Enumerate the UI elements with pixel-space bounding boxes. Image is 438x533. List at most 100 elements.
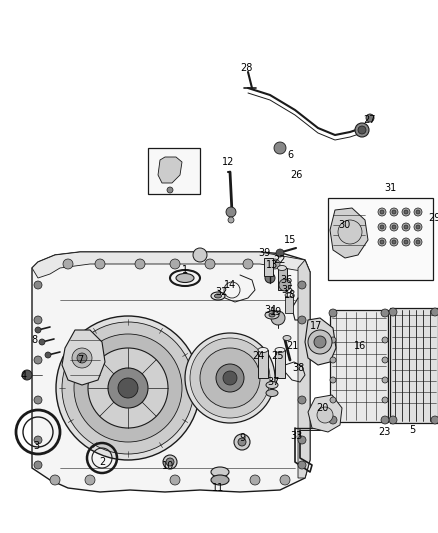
Circle shape [378,223,386,231]
Circle shape [404,225,408,229]
Ellipse shape [211,467,229,477]
Circle shape [223,371,237,385]
Ellipse shape [266,390,278,397]
Circle shape [298,396,306,404]
Text: 9: 9 [239,433,245,443]
Bar [258,350,268,378]
Circle shape [329,309,337,317]
Text: 21: 21 [286,341,298,351]
Circle shape [205,259,215,269]
Circle shape [390,208,398,216]
Circle shape [402,223,410,231]
Circle shape [402,208,410,216]
Circle shape [34,281,42,289]
Circle shape [250,475,260,485]
Text: 24: 24 [252,351,264,361]
Polygon shape [330,208,368,258]
Circle shape [34,436,42,444]
Circle shape [39,339,45,345]
Circle shape [431,308,438,316]
Text: 15: 15 [284,235,296,245]
Circle shape [366,114,374,122]
Bar [390,308,438,423]
Circle shape [330,357,336,363]
Polygon shape [308,395,342,432]
Circle shape [88,348,168,428]
Text: 39: 39 [258,248,270,258]
Circle shape [35,327,41,333]
Circle shape [390,238,398,246]
Polygon shape [298,260,310,478]
Circle shape [243,259,253,269]
Text: 8: 8 [31,335,37,345]
Circle shape [62,322,194,454]
Polygon shape [158,157,182,183]
Circle shape [45,352,51,358]
Circle shape [271,311,285,325]
Circle shape [382,357,388,363]
Bar [264,258,273,276]
Circle shape [378,238,386,246]
Circle shape [279,279,291,291]
Ellipse shape [176,273,194,282]
Circle shape [404,210,408,214]
Circle shape [50,475,60,485]
Circle shape [238,438,246,446]
Ellipse shape [258,348,268,352]
Circle shape [414,208,422,216]
Text: 16: 16 [354,341,366,351]
Text: 37: 37 [268,377,280,387]
Circle shape [200,348,260,408]
Circle shape [380,240,384,244]
Circle shape [216,364,244,392]
Circle shape [95,259,105,269]
Text: 38: 38 [292,363,304,373]
Circle shape [280,475,290,485]
Circle shape [34,461,42,469]
Circle shape [118,378,138,398]
Text: 14: 14 [224,280,236,290]
Text: 22: 22 [274,255,286,265]
Circle shape [270,259,280,269]
Circle shape [108,368,148,408]
Circle shape [34,396,42,404]
Text: 2: 2 [99,457,105,467]
Circle shape [77,353,87,363]
Circle shape [329,416,337,424]
Polygon shape [32,252,310,492]
Text: 11: 11 [212,483,224,493]
Circle shape [163,455,177,469]
Circle shape [226,207,236,217]
Text: 23: 23 [378,427,390,437]
Text: 26: 26 [290,170,302,180]
Text: 5: 5 [409,425,415,435]
Circle shape [193,248,207,262]
Circle shape [298,436,306,444]
Text: 4: 4 [21,371,27,381]
Circle shape [382,377,388,383]
Circle shape [166,458,174,466]
Text: 7: 7 [77,355,83,365]
Circle shape [390,223,398,231]
Text: 6: 6 [287,150,293,160]
Bar [275,350,285,378]
Circle shape [276,249,284,257]
Text: 13: 13 [266,260,278,270]
Circle shape [228,217,234,223]
Circle shape [416,225,420,229]
Circle shape [358,126,366,134]
Circle shape [170,259,180,269]
Bar [330,310,388,422]
Circle shape [135,259,145,269]
Text: 20: 20 [316,403,328,413]
Circle shape [380,225,384,229]
Circle shape [416,210,420,214]
Circle shape [378,208,386,216]
Circle shape [298,316,306,324]
Circle shape [314,336,326,348]
Text: 36: 36 [280,275,292,285]
Circle shape [274,142,286,154]
Circle shape [402,238,410,246]
Circle shape [431,416,438,424]
Circle shape [74,334,182,442]
